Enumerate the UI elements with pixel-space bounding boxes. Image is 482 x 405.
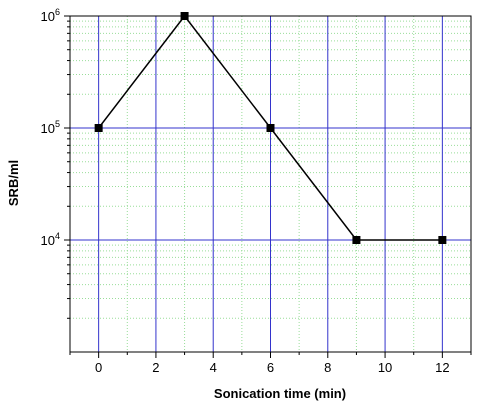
axes (64, 15, 472, 358)
major-grid (70, 15, 471, 352)
x-tick-label: 12 (435, 360, 449, 375)
data-point-marker (94, 124, 103, 132)
x-tick-label: 4 (210, 360, 217, 375)
data-point-marker (438, 236, 447, 244)
data-point-marker (352, 236, 361, 244)
y-axis-title: SRB/ml (6, 160, 21, 206)
x-tick-label: 6 (267, 360, 274, 375)
data-series (94, 12, 447, 244)
x-axis-title: Sonication time (min) (214, 386, 346, 401)
y-tick-label: 104 (41, 231, 60, 248)
data-point-marker (266, 124, 275, 132)
x-tick-labels: 0 2 4 6 8 10 12 (95, 360, 450, 375)
y-tick-label: 106 (41, 7, 60, 24)
y-tick-label: 105 (41, 119, 60, 136)
x-tick-label: 2 (152, 360, 159, 375)
x-tick-label: 0 (95, 360, 102, 375)
data-point-marker (180, 12, 189, 20)
x-tick-label: 8 (324, 360, 331, 375)
x-tick-label: 10 (378, 360, 392, 375)
y-tick-labels: 104 105 106 (41, 7, 60, 248)
